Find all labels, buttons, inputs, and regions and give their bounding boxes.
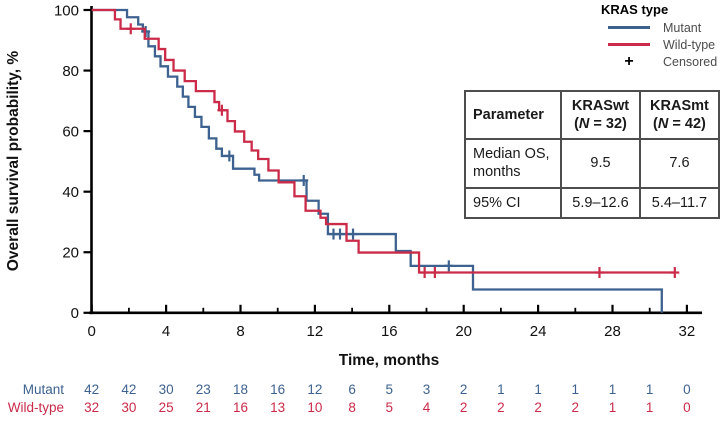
- at-risk-count: 2: [534, 400, 542, 415]
- at-risk-count: 16: [232, 400, 249, 415]
- at-risk-count: 2: [459, 400, 468, 415]
- svg-text:28: 28: [604, 323, 621, 340]
- mutant-line-swatch: [608, 26, 650, 29]
- at-risk-count: 30: [121, 400, 137, 415]
- svg-text:16: 16: [381, 323, 398, 340]
- header-parameter: Parameter: [463, 89, 563, 141]
- at-risk-count: 5: [385, 400, 394, 415]
- svg-text:12: 12: [307, 323, 324, 340]
- at-risk-count: 30: [158, 382, 174, 397]
- svg-text:80: 80: [62, 63, 79, 80]
- at-risk-count: 0: [683, 382, 691, 397]
- at-risk-count: 1: [497, 382, 505, 397]
- legend-item-censored: + Censored: [597, 53, 720, 70]
- at-risk-count: 8: [348, 400, 356, 415]
- at-risk-count: 21: [195, 400, 211, 415]
- svg-text:8: 8: [236, 323, 244, 340]
- at-risk-row-label: Wild-type: [7, 400, 64, 415]
- legend-item-label: Mutant: [663, 20, 702, 35]
- legend-item-mutant: Mutant: [597, 19, 720, 36]
- svg-text:20: 20: [62, 245, 79, 262]
- at-risk-count: 1: [571, 382, 580, 397]
- legend-item-wildtype: Wild-type: [597, 36, 720, 53]
- table-row-median-os: Median OS, months 9.5 7.6: [463, 138, 720, 189]
- table-row-ci: 95% CI 5.9–12.6 5.4–11.7: [463, 186, 720, 219]
- at-risk-count: 12: [307, 382, 323, 397]
- at-risk-count: 32: [84, 400, 100, 415]
- at-risk-count: 1: [645, 382, 654, 397]
- legend-title: KRAS type: [601, 2, 669, 17]
- censored-plus-icon: +: [624, 52, 634, 70]
- cell-krasmt-median: 7.6: [638, 138, 720, 189]
- at-risk-count: 13: [270, 400, 286, 415]
- svg-text:24: 24: [530, 323, 547, 340]
- at-risk-count: 2: [497, 400, 505, 415]
- legend: KRAS type Mutant Wild-type + Censored: [597, 2, 720, 70]
- at-risk-row-wildtype: Wild-type 32 30 25 21 16 13 10 8 5 4 2 2 2 2 1 1 0: [0, 400, 720, 416]
- table-header-row: Parameter KRASwt (N = 32) KRASmt (N = 42…: [463, 89, 720, 141]
- svg-text:32: 32: [679, 323, 696, 340]
- cell-parameter: Median OS, months: [463, 138, 563, 189]
- at-risk-count: 25: [158, 400, 174, 415]
- header-kraswt: KRASwt (N = 32): [560, 89, 641, 141]
- svg-text:0: 0: [71, 305, 79, 322]
- at-risk-row-mutant: Mutant 42 42 30 23 18 16 12 6 5 3 2 1 1 1 1 1 0: [0, 382, 720, 398]
- svg-text:40: 40: [62, 184, 79, 201]
- at-risk-count: 1: [534, 382, 542, 397]
- at-risk-count: 16: [270, 382, 286, 397]
- legend-item-label: Censored: [663, 54, 718, 69]
- at-risk-count: 23: [195, 382, 211, 397]
- at-risk-count: 1: [608, 400, 617, 415]
- wildtype-line-swatch: [608, 43, 650, 46]
- at-risk-count: 1: [608, 382, 617, 397]
- at-risk-count: 2: [459, 382, 468, 397]
- svg-text:0: 0: [88, 323, 96, 340]
- at-risk-count: 1: [645, 400, 654, 415]
- at-risk-count: 10: [307, 400, 323, 415]
- cell-krasmt-ci: 5.4–11.7: [638, 186, 720, 219]
- x-axis-title: Time, months: [338, 352, 440, 369]
- at-risk-count: 2: [571, 400, 580, 415]
- os-summary-table: Parameter KRASwt (N = 32) KRASmt (N = 42…: [463, 89, 720, 219]
- at-risk-count: 42: [84, 382, 100, 397]
- cell-parameter: 95% CI: [463, 186, 563, 219]
- svg-text:100: 100: [54, 2, 79, 19]
- at-risk-count: 5: [385, 382, 394, 397]
- header-krasmt: KRASmt (N = 42): [638, 89, 720, 141]
- at-risk-count: 0: [683, 400, 691, 415]
- at-risk-count: 4: [422, 400, 431, 415]
- at-risk-count: 42: [121, 382, 137, 397]
- at-risk-count: 3: [422, 382, 431, 397]
- cell-kraswt-median: 9.5: [560, 138, 641, 189]
- svg-text:60: 60: [62, 123, 79, 140]
- legend-item-label: Wild-type: [663, 37, 716, 52]
- svg-text:20: 20: [455, 323, 472, 340]
- svg-text:4: 4: [162, 323, 170, 340]
- at-risk-row-label: Mutant: [22, 382, 64, 397]
- at-risk-count: 6: [348, 382, 356, 397]
- at-risk-count: 18: [232, 382, 249, 397]
- cell-kraswt-ci: 5.9–12.6: [560, 186, 641, 219]
